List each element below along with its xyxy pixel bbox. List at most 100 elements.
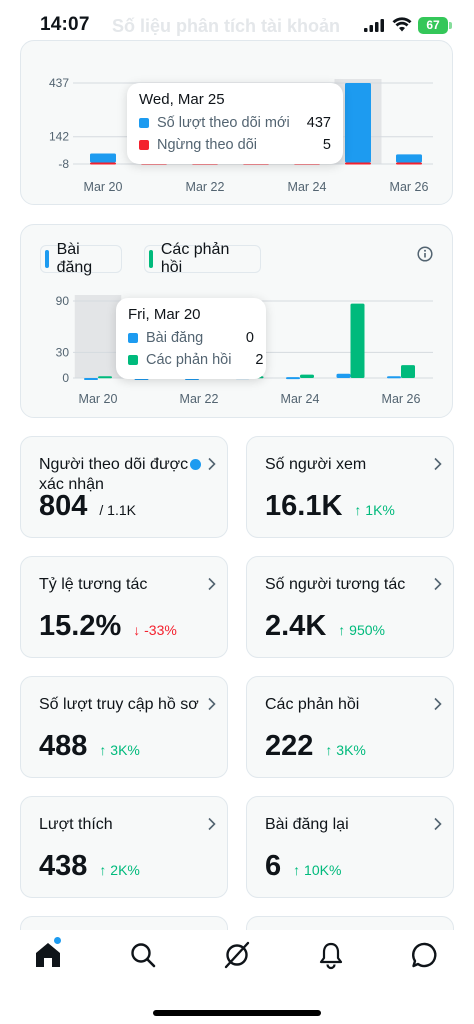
metric-number: 6 (265, 850, 282, 882)
wifi-icon (392, 17, 412, 32)
metric-delta: ↓ -33% (133, 622, 177, 638)
tooltip-label: Bài đăng (146, 330, 204, 346)
bar-mar-20 (98, 376, 112, 379)
legend-replies[interactable]: Các phản hồi (144, 241, 261, 276)
metric-replies[interactable]: Các phản hồi 222 ↑ 3K% (246, 676, 454, 778)
metric-viewers[interactable]: Số người xem 16.1K ↑ 1K% (246, 436, 454, 538)
x-tick-label: Mar 22 (186, 180, 225, 194)
tooltip-row: Ngừng theo dõi 5 (139, 134, 331, 156)
new-followers-swatch (139, 118, 149, 128)
verified-badge-icon (190, 459, 201, 470)
metric-delta: ↑ 950% (338, 622, 385, 638)
metric-label: Số người xem (265, 456, 367, 473)
bottom-tab-bar (0, 930, 474, 1024)
metric-delta: ↑ 10K% (293, 862, 342, 878)
y-tick-label: 30 (56, 345, 70, 359)
x-tick-label: Mar 22 (180, 392, 219, 406)
unfollows-swatch (139, 140, 149, 150)
metric-number: 222 (265, 730, 314, 762)
tooltip-row: Các phản hồi 2 (128, 349, 263, 371)
metric-number: 2.4K (265, 610, 327, 642)
y-tick-label: 90 (56, 294, 70, 308)
y-tick-label: 142 (49, 130, 69, 144)
hover-band (74, 295, 122, 378)
metric-number: 16.1K (265, 490, 343, 522)
metric-value: 15.2% ↓ -33% (39, 610, 177, 643)
tooltip-label: Ngừng theo dõi (157, 137, 257, 153)
grok-icon[interactable] (222, 940, 252, 970)
x-tick-label: Mar 24 (288, 180, 327, 194)
cellular-signal-icon (364, 19, 384, 32)
replies-swatch (128, 355, 138, 365)
x-tick-label: Mar 20 (79, 392, 118, 406)
bar-mar-24 (300, 374, 314, 378)
y-tick-label: 437 (49, 76, 69, 90)
tooltip-label: Các phản hồi (146, 352, 232, 368)
tooltip-date: Fri, Mar 20 (128, 306, 201, 323)
bar-mar-26 (401, 365, 415, 378)
home-icon[interactable] (33, 940, 63, 970)
bar-mar-20 (84, 378, 98, 380)
metric-value: 438 ↑ 2K% (39, 850, 140, 883)
bar-mar-25 (336, 373, 351, 378)
metric-value: 804 / 1.1K (39, 490, 136, 523)
metric-delta: ↑ 3K% (325, 742, 366, 758)
battery-tip (449, 22, 452, 29)
metric-value: 16.1K ↑ 1K% (265, 490, 395, 523)
tooltip-label: Số lượt theo dõi mới (157, 115, 290, 131)
metric-number: 488 (39, 730, 88, 762)
metric-number: 804 (39, 490, 88, 522)
bar-mar-20 (90, 162, 116, 165)
chevron-right-icon (434, 577, 442, 591)
metric-label: Các phản hồi (265, 696, 360, 713)
bar-mar-20 (90, 153, 116, 163)
legend-replies-label: Các phản hồi (160, 241, 230, 276)
home-indicator (153, 1010, 321, 1016)
background-page-title: Số liệu phân tích tài khoản (112, 16, 341, 36)
bar-mar-26 (396, 154, 422, 163)
metric-reposts[interactable]: Bài đăng lại 6 ↑ 10K% (246, 796, 454, 898)
metric-label: Bài đăng lại (265, 816, 349, 833)
bar-mar-25 (350, 303, 365, 378)
chevron-right-icon (208, 697, 216, 711)
metric-verified-followers[interactable]: Người theo dõi được xác nhận 804 / 1.1K (20, 436, 228, 538)
metric-label: Số người tương tác (265, 576, 406, 593)
x-tick-label: Mar 26 (390, 180, 429, 194)
legend-replies-swatch (149, 250, 153, 268)
legend-posts[interactable]: Bài đăng (40, 241, 122, 276)
followers-tooltip: Wed, Mar 25 Số lượt theo dõi mới 437 Ngừ… (127, 83, 343, 164)
chevron-right-icon (208, 577, 216, 591)
legend-posts-swatch (45, 250, 49, 268)
bar-mar-26 (396, 162, 422, 165)
posts-tooltip: Fri, Mar 20 Bài đăng 0 Các phản hồi 2 (116, 298, 266, 379)
notifications-icon[interactable] (316, 940, 346, 970)
metric-number: 15.2% (39, 610, 122, 642)
metric-total: / 1.1K (99, 502, 136, 518)
metric-delta: ↑ 2K% (99, 862, 140, 878)
metric-number: 438 (39, 850, 88, 882)
metric-engagement-rate[interactable]: Tỷ lệ tương tác 15.2% ↓ -33% (20, 556, 228, 658)
info-icon[interactable] (417, 246, 433, 262)
metric-label: Số lượt truy cập hồ sơ (39, 696, 199, 713)
messages-icon[interactable] (410, 940, 440, 970)
metric-value: 2.4K ↑ 950% (265, 610, 385, 643)
posts-replies-chart[interactable]: 90 30 0 Mar 20 Mar 22 Mar 24 Mar 26 (21, 225, 454, 419)
x-tick-label: Mar 20 (84, 180, 123, 194)
metric-engaged-users[interactable]: Số người tương tác 2.4K ↑ 950% (246, 556, 454, 658)
chevron-right-icon (434, 457, 442, 471)
metric-likes[interactable]: Lượt thích 438 ↑ 2K% (20, 796, 228, 898)
tooltip-row: Bài đăng 0 (128, 327, 254, 349)
new-content-dot (54, 937, 61, 944)
metric-label: Lượt thích (39, 816, 113, 833)
metric-value: 222 ↑ 3K% (265, 730, 366, 763)
metric-profile-visits[interactable]: Số lượt truy cập hồ sơ 488 ↑ 3K% (20, 676, 228, 778)
legend-posts-label: Bài đăng (56, 241, 93, 276)
chevron-right-icon (434, 697, 442, 711)
y-tick-label: -8 (58, 157, 69, 171)
tooltip-value: 5 (322, 137, 331, 153)
chevron-right-icon (208, 817, 216, 831)
metric-label: Người theo dõi được xác nhận (39, 456, 189, 493)
metric-label: Tỷ lệ tương tác (39, 576, 148, 593)
x-tick-label: Mar 26 (382, 392, 421, 406)
search-icon[interactable] (128, 940, 158, 970)
